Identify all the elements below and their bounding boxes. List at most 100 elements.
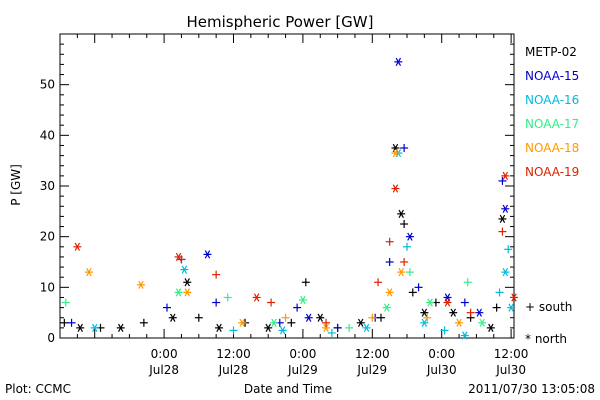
data-point (405, 232, 414, 241)
data-point (443, 298, 452, 307)
y-tick-label: 10 (40, 280, 55, 294)
data-point (90, 323, 99, 332)
data-point (116, 323, 125, 332)
data-point (460, 331, 469, 340)
y-tick-label: 0 (47, 331, 55, 345)
data-point (495, 288, 504, 297)
data-point (443, 293, 452, 302)
series-noaa-19 (73, 171, 518, 327)
data-point (385, 288, 394, 297)
data-point (405, 268, 414, 277)
data-point (73, 242, 82, 251)
data-point (322, 323, 331, 332)
data-point (507, 303, 516, 312)
data-point (212, 298, 221, 307)
data-point (316, 313, 325, 322)
data-point (460, 298, 469, 307)
y-tick-label: 20 (40, 230, 55, 244)
data-point (449, 308, 458, 317)
y-tick-label: 30 (40, 179, 55, 193)
series-metp-02 (60, 143, 507, 332)
series-noaa-18 (84, 148, 464, 332)
data-point (183, 278, 192, 287)
x-tick-time-label: 0:00 (428, 347, 455, 361)
marker-legend-north: * north (525, 332, 567, 346)
series-noaa-16 (90, 148, 516, 340)
data-point (504, 245, 513, 254)
data-point (426, 298, 435, 307)
data-point (463, 278, 472, 287)
data-point (475, 308, 484, 317)
x-axis: 0:00 Jul28 12:00 Jul28 0:00 Jul29 12:00 Jul29 0:… (59, 34, 529, 377)
data-point (498, 214, 507, 224)
legend-noaa-16: NOAA-16 (525, 93, 579, 107)
x-tick-date-label: Jul29 (287, 363, 318, 377)
x-tick-date-label: Jul28 (148, 363, 179, 377)
chart-title: Hemispheric Power [GW] (187, 13, 374, 31)
x-tick-time-label: 12:00 (216, 347, 251, 361)
data-point (301, 278, 310, 287)
data-point (492, 303, 501, 312)
data-point (84, 268, 93, 277)
data-point (194, 313, 203, 322)
data-point (136, 280, 145, 289)
marker-legend: + south * north (525, 300, 572, 346)
legend-noaa-15: NOAA-15 (525, 69, 579, 83)
x-tick-date-label: Jul30 (495, 363, 526, 377)
data-point (162, 303, 171, 312)
data-point (252, 293, 261, 302)
data-point (397, 209, 406, 218)
data-point (304, 313, 313, 322)
series-noaa-17 (61, 268, 487, 332)
data-point (423, 313, 432, 322)
data-point (356, 318, 365, 327)
data-point (400, 220, 409, 228)
legend-noaa-19: NOAA-19 (525, 165, 579, 179)
data-point (76, 323, 85, 332)
data-point (400, 258, 409, 266)
x-tick-time-label: 0:00 (151, 347, 178, 361)
data-point (408, 288, 417, 297)
data-point (293, 303, 302, 312)
legend-noaa-18: NOAA-18 (525, 141, 579, 155)
y-tick-label: 50 (40, 78, 55, 92)
data-point (60, 318, 69, 327)
data-point (67, 318, 76, 327)
data-point (281, 313, 290, 322)
data-point (298, 295, 307, 305)
data-point (420, 318, 429, 327)
data-point (333, 323, 342, 332)
data-point (223, 293, 232, 302)
data-point (215, 323, 224, 332)
data-point (203, 250, 212, 259)
x-tick-date-label: Jul30 (426, 363, 457, 377)
data-point (385, 237, 394, 246)
x-axis-label: Date and Time (244, 382, 332, 396)
y-tick-label: 40 (40, 128, 55, 142)
data-point (501, 204, 510, 213)
data-point (183, 288, 192, 297)
data-point (269, 318, 278, 327)
plot-timestamp: 2011/07/30 13:05:08 (468, 382, 595, 396)
y-axis: 0 10 20 30 40 50 (40, 33, 514, 345)
series-noaa-15 (67, 57, 510, 332)
data-point (212, 270, 221, 279)
data-point (322, 318, 331, 327)
data-point (177, 255, 186, 264)
data-point (478, 318, 487, 327)
data-point (374, 278, 383, 287)
data-point (385, 258, 394, 266)
x-tick-time-label: 12:00 (494, 347, 529, 361)
series-legend: METP-02 NOAA-15 NOAA-16 NOAA-17 NOAA-18 NOAA-… (525, 45, 579, 179)
legend-metp-02: METP-02 (525, 45, 577, 59)
x-tick-time-label: 0:00 (289, 347, 316, 361)
legend-noaa-17: NOAA-17 (525, 117, 579, 131)
data-point (287, 318, 296, 327)
data-point (498, 176, 507, 185)
data-point (264, 323, 273, 332)
data-point (501, 171, 510, 180)
x-tick-date-label: Jul29 (356, 363, 387, 377)
data-point (368, 313, 377, 322)
plot-frame (59, 33, 515, 339)
